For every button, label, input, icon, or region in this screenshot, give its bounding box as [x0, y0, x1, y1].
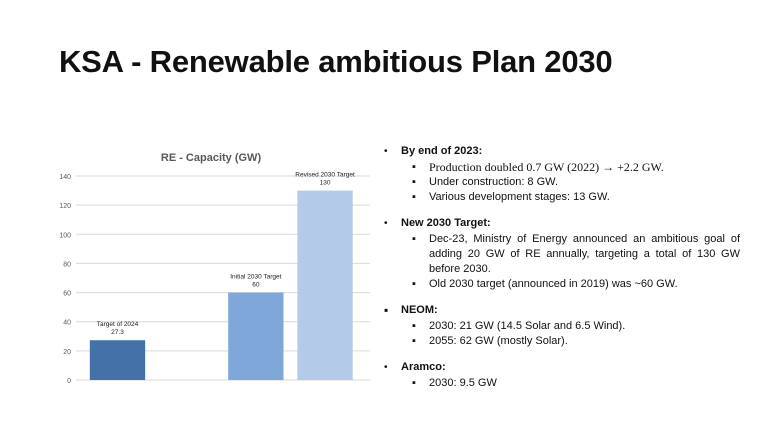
- list-item: Dec-23, Ministry of Energy announced an …: [384, 232, 740, 277]
- section-title: Aramco:: [384, 360, 740, 375]
- list-item: 2030: 21 GW (14.5 Solar and 6.5 Wind).: [384, 319, 740, 334]
- chart-title: RE - Capacity (GW): [161, 152, 262, 164]
- section-title: NEOM:: [384, 303, 740, 318]
- slide-title: KSA - Renewable ambitious Plan 2030: [59, 44, 613, 79]
- list-item: Under construction: 8 GW.: [384, 175, 740, 190]
- y-tick-label: 100: [59, 232, 71, 239]
- section-new-2030-target: New 2030 Target: Dec-23, Ministry of Ene…: [384, 216, 740, 292]
- section-aramco: Aramco: 2030: 9.5 GW: [384, 360, 740, 391]
- bar: [297, 190, 353, 380]
- list-item: 2055: 62 GW (mostly Solar).: [384, 334, 740, 349]
- y-tick-label: 80: [63, 261, 71, 268]
- y-tick-label: 0: [67, 378, 71, 385]
- y-tick-label: 120: [59, 203, 71, 210]
- chart-svg: RE - Capacity (GW) 0 20 40 60 80 100 120 140 Targ…: [59, 152, 370, 385]
- bar-value-label: 130: [320, 180, 331, 187]
- list-item: Old 2030 target (announced in 2019) was …: [384, 277, 740, 292]
- section-neom: NEOM: 2030: 21 GW (14.5 Solar and 6.5 Wi…: [384, 303, 740, 349]
- y-tick-label: 40: [63, 320, 71, 327]
- bar-value-label: 27.3: [111, 329, 124, 336]
- bar: [89, 340, 146, 380]
- section-end-2023: By end of 2023: Production doubled 0.7 G…: [384, 144, 740, 205]
- bar-category-label: Initial 2030 Target: [230, 274, 281, 281]
- bar-category-label: Target of 2024: [97, 321, 139, 328]
- bar: [228, 292, 284, 380]
- list-item: 2030: 9.5 GW: [384, 376, 740, 391]
- y-tick-label: 140: [59, 174, 71, 181]
- section-title: By end of 2023:: [384, 144, 740, 159]
- y-tick-label: 60: [63, 291, 71, 298]
- y-tick-label: 20: [63, 349, 71, 356]
- bullet-list: By end of 2023: Production doubled 0.7 G…: [384, 144, 740, 402]
- list-item: Various development stages: 13 GW.: [384, 190, 740, 205]
- list-item: Production doubled 0.7 GW (2022) → +2.2 …: [384, 160, 740, 175]
- bar-category-label: Revised 2030 Target: [295, 172, 355, 179]
- bar-value-label: 60: [252, 282, 260, 289]
- section-title: New 2030 Target:: [384, 216, 740, 231]
- re-capacity-chart: RE - Capacity (GW) 0 20 40 60 80 100 120 140 Targ…: [52, 140, 382, 400]
